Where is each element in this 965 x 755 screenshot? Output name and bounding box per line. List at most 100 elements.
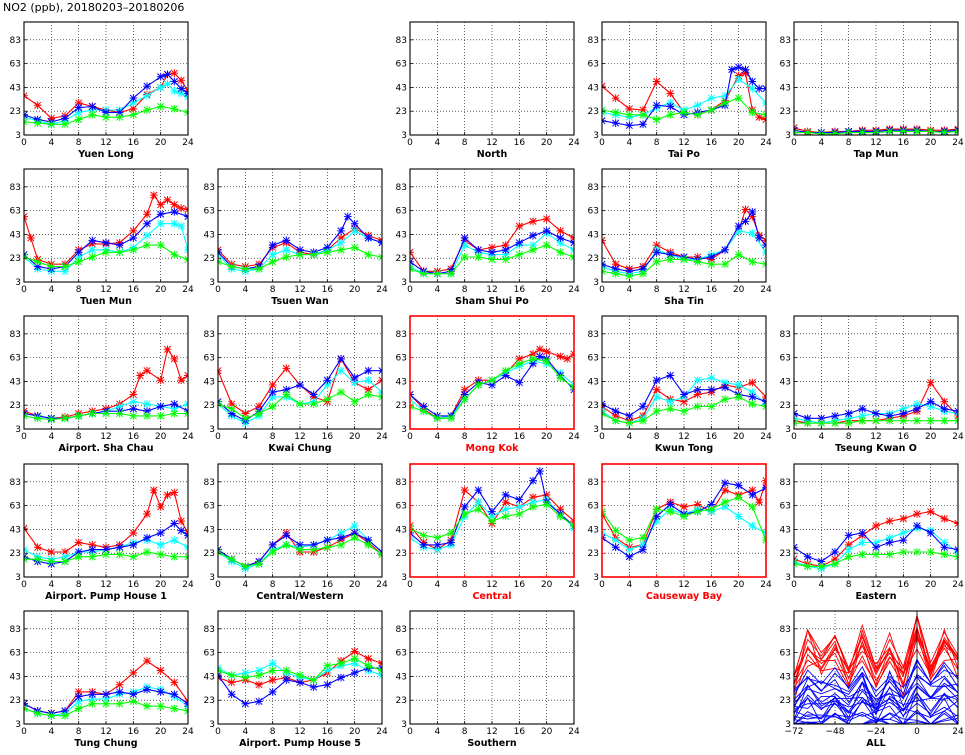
y-tick-label: 43	[10, 377, 21, 387]
panel-sha-tin: 0 4 8 12 16 20 24 3 23 43 63 83 Sha Tin	[588, 168, 772, 307]
data-point	[177, 517, 186, 525]
data-point	[102, 690, 110, 699]
x-tick-label: 24	[182, 285, 194, 295]
y-tick-label: 83	[204, 625, 215, 635]
data-point	[143, 685, 151, 694]
data-point	[268, 676, 277, 684]
x-tick-label: 12	[870, 432, 881, 442]
data-point	[337, 354, 345, 363]
data-point	[33, 119, 42, 127]
data-point	[227, 262, 236, 271]
x-tick-label: 24	[568, 138, 580, 148]
data-point	[102, 248, 110, 257]
data-point	[529, 502, 537, 511]
data-point	[74, 704, 83, 713]
data-point	[680, 108, 688, 117]
data-point	[940, 550, 949, 559]
data-point	[143, 106, 151, 114]
y-tick-label: 83	[10, 478, 21, 488]
data-point	[337, 246, 345, 254]
data-point	[817, 419, 826, 427]
y-tick-label: 63	[588, 207, 599, 217]
x-tick-label: 4	[626, 432, 632, 442]
data-point	[652, 517, 661, 525]
data-point	[115, 688, 124, 696]
series-group	[218, 522, 382, 573]
data-point	[844, 541, 853, 549]
data-point	[474, 498, 483, 506]
data-point	[652, 115, 661, 124]
y-tick-label: 63	[588, 502, 599, 512]
data-point	[177, 222, 186, 230]
x-tick-label: 8	[462, 285, 468, 295]
data-point	[940, 416, 949, 425]
data-point	[899, 127, 908, 135]
data-point	[177, 76, 186, 85]
data-point	[255, 671, 263, 680]
data-point	[350, 533, 359, 542]
data-point	[474, 381, 483, 389]
data-point	[755, 84, 764, 93]
y-tick-label: 83	[588, 36, 599, 46]
x-tick-label: 0	[21, 432, 27, 442]
data-point	[170, 552, 179, 561]
x-tick-label: 12	[294, 285, 305, 295]
x-tick-label: 24	[182, 138, 194, 148]
data-point	[885, 127, 894, 135]
x-tick-label: 16	[514, 138, 526, 148]
x-tick-label: 12	[294, 580, 305, 590]
data-point	[913, 400, 921, 408]
y-tick-label: 83	[780, 36, 791, 46]
data-point	[129, 541, 138, 549]
data-point	[350, 227, 359, 235]
y-tick-label: 63	[204, 354, 215, 364]
data-point	[501, 250, 510, 259]
y-tick-label: 63	[396, 207, 407, 217]
data-point	[926, 529, 935, 537]
data-point	[241, 669, 250, 677]
panel-title: Kwai Chung	[268, 443, 331, 454]
data-point	[611, 526, 620, 535]
data-point	[26, 234, 35, 242]
data-point	[625, 412, 634, 420]
data-point	[666, 110, 675, 119]
x-tick-label: 8	[462, 580, 468, 590]
series-line	[794, 658, 958, 706]
data-point	[734, 94, 743, 102]
x-tick-label: 8	[462, 138, 468, 148]
data-point	[940, 538, 949, 547]
panel-tuen-mun: 0 4 8 12 16 20 24 3 23 43 63 83 Tuen Mun	[10, 168, 194, 307]
data-point	[803, 414, 812, 423]
data-point	[460, 390, 469, 399]
y-tick-label: 83	[780, 478, 791, 488]
x-tick-label: 24	[568, 285, 580, 295]
data-point	[350, 397, 359, 406]
data-point	[129, 94, 138, 102]
data-point	[556, 238, 565, 247]
data-point	[748, 257, 757, 266]
data-point	[652, 512, 661, 521]
data-point	[61, 711, 69, 720]
x-tick-label: 20	[925, 138, 937, 148]
x-tick-label: 12	[100, 432, 111, 442]
data-point	[33, 101, 42, 110]
panel-airport-pump-house-5: 0 4 8 12 16 20 24 3 23 43 63 83 Airport. Pump House …	[204, 610, 388, 749]
data-point	[143, 657, 151, 665]
data-point	[47, 548, 56, 556]
x-tick-label: 8	[462, 727, 468, 737]
data-point	[693, 390, 702, 399]
data-point	[817, 562, 826, 571]
y-tick-label: 83	[10, 625, 21, 635]
x-tick-label: 4	[434, 432, 440, 442]
data-point	[33, 262, 42, 271]
y-tick-label: 43	[396, 230, 407, 240]
data-point	[170, 409, 179, 418]
y-tick-label: 43	[588, 83, 599, 93]
data-point	[542, 357, 551, 366]
data-point	[460, 395, 469, 404]
x-tick-label: 24	[760, 138, 772, 148]
data-point	[501, 255, 510, 264]
panel-title: Southern	[467, 738, 517, 749]
data-point	[625, 552, 634, 561]
x-tick-label: 20	[733, 138, 745, 148]
